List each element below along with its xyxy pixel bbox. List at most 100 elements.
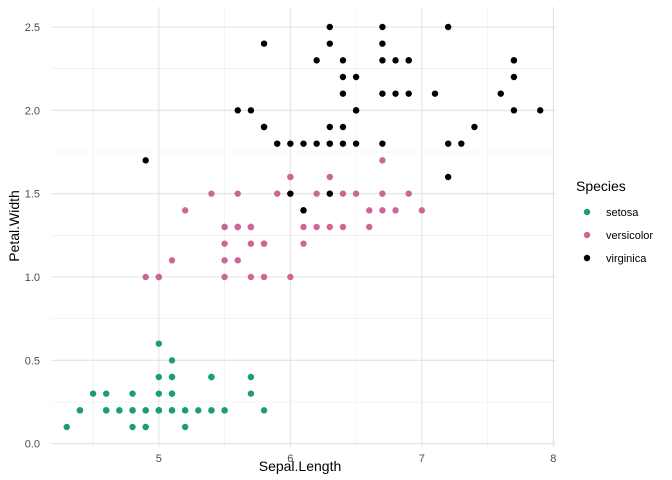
point-versicolor	[287, 173, 294, 181]
point-setosa	[168, 390, 176, 397]
point-versicolor	[221, 273, 228, 281]
point-setosa	[247, 373, 255, 381]
legend: Species setosa versicolor virginica	[576, 178, 653, 265]
point-virginica	[234, 107, 241, 114]
point-versicolor	[326, 173, 334, 181]
point-setosa	[181, 423, 189, 431]
point-setosa	[129, 390, 136, 397]
point-versicolor	[168, 257, 176, 264]
point-virginica	[352, 107, 360, 114]
point-virginica	[379, 90, 386, 97]
point-setosa	[155, 373, 163, 381]
point-versicolor	[208, 190, 215, 197]
point-setosa	[142, 423, 149, 431]
point-virginica	[392, 90, 399, 97]
point-setosa	[155, 407, 163, 414]
point-versicolor	[405, 190, 412, 197]
point-versicolor	[234, 190, 241, 197]
point-virginica	[326, 190, 334, 197]
x-tick-label: 6	[287, 453, 293, 465]
legend-key-virginica	[583, 254, 591, 262]
point-versicolor	[221, 240, 228, 247]
point-setosa	[168, 357, 176, 364]
point-virginica	[510, 73, 518, 81]
point-setosa	[155, 390, 163, 397]
point-versicolor	[300, 240, 307, 247]
point-virginica	[326, 40, 334, 47]
point-virginica	[392, 57, 399, 64]
point-virginica	[379, 23, 386, 31]
point-virginica	[300, 140, 307, 147]
point-setosa	[103, 390, 110, 397]
point-setosa	[168, 373, 176, 381]
x-tick-label: 8	[550, 453, 556, 465]
point-virginica	[313, 57, 320, 64]
point-virginica	[273, 140, 281, 147]
point-virginica	[339, 123, 347, 131]
point-versicolor	[300, 223, 307, 231]
point-virginica	[352, 73, 360, 81]
point-versicolor	[260, 240, 268, 247]
point-versicolor	[379, 157, 386, 164]
point-virginica	[326, 123, 334, 131]
point-setosa	[129, 423, 136, 431]
point-setosa	[89, 390, 97, 397]
point-versicolor	[247, 273, 255, 281]
point-virginica	[444, 140, 452, 147]
point-setosa	[129, 407, 136, 414]
point-setosa	[63, 423, 70, 431]
point-versicolor	[181, 207, 189, 214]
points	[63, 23, 544, 431]
point-versicolor	[273, 190, 281, 197]
y-tick-label: 1.0	[25, 272, 40, 284]
point-virginica	[247, 107, 255, 114]
x-tick-label: 5	[156, 453, 162, 465]
point-virginica	[379, 40, 386, 47]
point-virginica	[313, 140, 320, 147]
y-tick-label: 0.5	[25, 355, 40, 367]
point-versicolor	[247, 223, 255, 231]
point-setosa	[116, 407, 123, 414]
y-tick-label: 1.5	[25, 189, 40, 201]
point-versicolor	[142, 273, 149, 281]
point-versicolor	[155, 273, 163, 281]
point-versicolor	[287, 273, 294, 281]
point-setosa	[221, 407, 228, 414]
point-versicolor	[247, 240, 255, 247]
point-versicolor	[339, 190, 347, 197]
point-versicolor	[366, 207, 373, 214]
point-setosa	[181, 407, 189, 414]
x-axis-title: Sepal.Length	[259, 458, 342, 474]
point-virginica	[260, 123, 268, 131]
point-virginica	[471, 123, 478, 131]
point-virginica	[339, 57, 347, 64]
point-virginica	[287, 190, 294, 197]
point-setosa	[103, 407, 110, 414]
point-virginica	[326, 23, 334, 31]
y-axis-ticks: 0.0 0.5 1.0 1.5 2.0 2.5	[25, 22, 40, 451]
point-virginica	[444, 23, 452, 31]
point-virginica	[537, 107, 544, 114]
point-versicolor	[313, 223, 320, 231]
point-virginica	[379, 140, 386, 147]
point-versicolor	[352, 190, 360, 197]
point-versicolor	[339, 223, 347, 231]
point-virginica	[510, 57, 518, 64]
point-setosa	[247, 390, 255, 397]
point-versicolor	[260, 273, 268, 281]
point-setosa	[208, 407, 215, 414]
point-versicolor	[326, 223, 334, 231]
point-setosa	[208, 373, 215, 381]
y-tick-label: 2.5	[25, 22, 40, 34]
point-virginica	[300, 207, 307, 214]
y-tick-label: 0.0	[25, 439, 40, 451]
point-setosa	[195, 407, 202, 414]
point-virginica	[379, 57, 386, 64]
point-virginica	[510, 107, 518, 114]
legend-label-virginica: virginica	[606, 253, 647, 265]
y-tick-label: 2.0	[25, 105, 40, 117]
point-versicolor	[221, 257, 228, 264]
point-virginica	[260, 40, 268, 47]
point-virginica	[352, 140, 360, 147]
